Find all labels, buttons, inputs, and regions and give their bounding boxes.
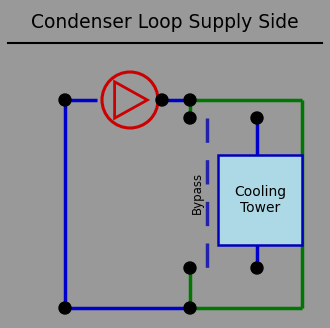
Circle shape [102, 72, 158, 128]
Text: Condenser Loop Supply Side: Condenser Loop Supply Side [31, 12, 299, 31]
Circle shape [156, 94, 168, 106]
Circle shape [184, 112, 196, 124]
Circle shape [59, 302, 71, 314]
Circle shape [251, 112, 263, 124]
Circle shape [184, 302, 196, 314]
Circle shape [184, 262, 196, 274]
Text: Bypass: Bypass [190, 172, 204, 214]
Circle shape [251, 262, 263, 274]
Circle shape [184, 94, 196, 106]
Text: Cooling
Tower: Cooling Tower [234, 185, 286, 215]
FancyBboxPatch shape [218, 155, 302, 245]
Circle shape [59, 94, 71, 106]
